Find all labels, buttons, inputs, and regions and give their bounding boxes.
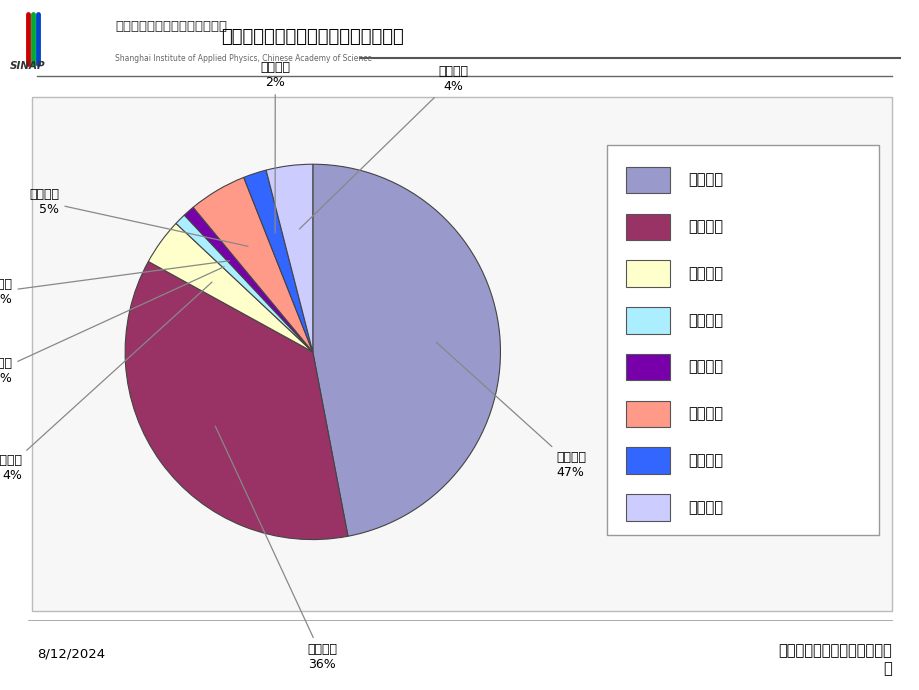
Wedge shape [244, 170, 312, 352]
Text: 8/12/2024: 8/12/2024 [37, 648, 105, 661]
Text: 面上基金
47%: 面上基金 47% [436, 342, 586, 478]
FancyBboxPatch shape [626, 447, 669, 474]
Wedge shape [184, 207, 312, 352]
Text: 重点项目
1%: 重点项目 1% [0, 261, 229, 306]
Text: 国际合作: 国际合作 [687, 313, 723, 328]
Text: 联合基金: 联合基金 [687, 500, 723, 515]
FancyBboxPatch shape [626, 494, 669, 521]
FancyBboxPatch shape [626, 307, 669, 333]
FancyBboxPatch shape [626, 401, 669, 427]
Text: 中国科学院上海应用物理研究所: 中国科学院上海应用物理研究所 [115, 19, 227, 32]
Text: 国际合作
1%: 国际合作 1% [0, 267, 223, 384]
Text: 专项基金: 专项基金 [687, 266, 723, 281]
Text: 杰青项目: 杰青项目 [687, 453, 723, 469]
FancyBboxPatch shape [626, 260, 669, 287]
Wedge shape [312, 164, 500, 536]
FancyBboxPatch shape [626, 167, 669, 193]
Text: 专项基金
4%: 专项基金 4% [0, 282, 211, 482]
Text: 面上基金: 面上基金 [687, 172, 723, 188]
Wedge shape [148, 224, 312, 352]
Wedge shape [266, 164, 312, 352]
Text: 青年基金
36%: 青年基金 36% [215, 426, 337, 671]
Wedge shape [125, 262, 347, 540]
Wedge shape [176, 215, 312, 352]
Text: 国家自然科学基金项目申报指
南: 国家自然科学基金项目申报指 南 [777, 644, 891, 676]
Wedge shape [193, 177, 312, 352]
Text: 联合基金
4%: 联合基金 4% [300, 65, 468, 229]
Text: SINAP: SINAP [10, 61, 46, 71]
Text: 青年基金: 青年基金 [687, 219, 723, 235]
Title: 近五年各类型批准数所占批准总数比例: 近五年各类型批准数所占批准总数比例 [221, 28, 403, 46]
Text: 重大课题: 重大课题 [687, 406, 723, 422]
Text: 杰青项目
2%: 杰青项目 2% [260, 61, 290, 233]
Text: 重点项目: 重点项目 [687, 359, 723, 375]
Text: 重大课题
5%: 重大课题 5% [29, 188, 248, 246]
FancyBboxPatch shape [626, 213, 669, 240]
FancyBboxPatch shape [626, 354, 669, 380]
Text: Shanghai Institute of Applied Physics, Chinese Academy of Science: Shanghai Institute of Applied Physics, C… [115, 54, 371, 63]
